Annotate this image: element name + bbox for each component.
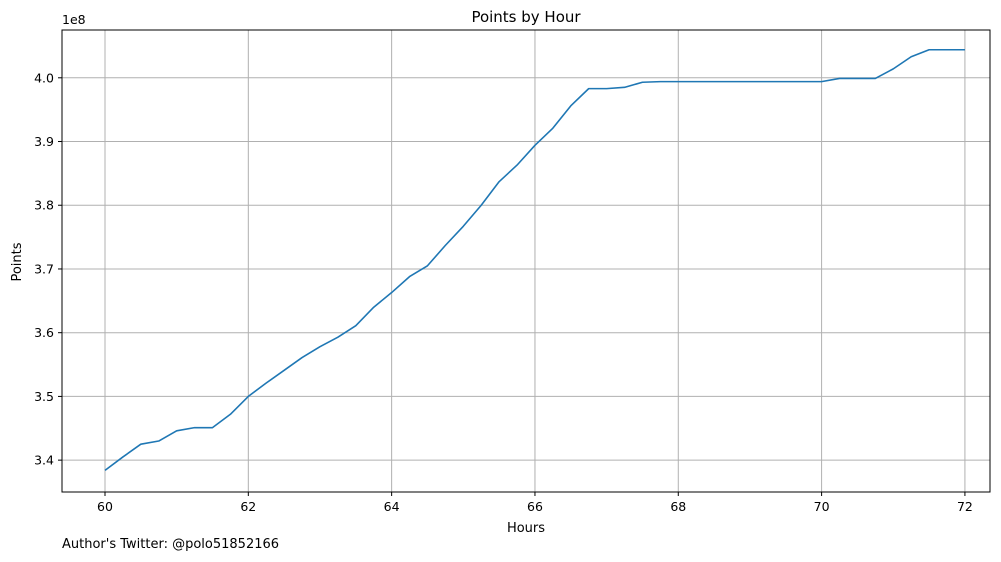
- x-tick-label: 70: [814, 499, 830, 514]
- series-layer: [104, 48, 965, 471]
- x-tick-label: 66: [527, 499, 543, 514]
- x-tick-label: 60: [97, 499, 113, 514]
- y-tick-label: 3.6: [34, 325, 54, 340]
- plot-frame: [61, 29, 991, 493]
- author-footer: Author's Twitter: @polo51852166: [62, 537, 280, 552]
- chart-title: Points by Hour: [471, 8, 581, 26]
- x-axis-ticks: 60 62 64 66 68 70 72: [97, 492, 973, 514]
- y-tick-label: 3.7: [34, 261, 54, 276]
- x-tick-label: 62: [240, 499, 256, 514]
- y-axis-ticks: 3.4 3.5 3.6 3.7 3.8 3.9 4.0: [34, 70, 62, 468]
- y-tick-label: 3.4: [34, 453, 54, 468]
- y-tick-label: 3.5: [34, 389, 54, 404]
- y-tick-label: 4.0: [34, 70, 54, 85]
- y-offset-label: 1e8: [62, 12, 86, 27]
- y-tick-label: 3.9: [34, 134, 54, 149]
- x-tick-label: 72: [957, 499, 973, 514]
- x-tick-label: 68: [670, 499, 686, 514]
- x-tick-label: 64: [384, 499, 400, 514]
- y-tick-label: 3.8: [34, 198, 54, 213]
- grid-lines: [62, 30, 990, 492]
- y-axis-label: Points: [10, 242, 25, 281]
- x-axis-label: Hours: [507, 521, 545, 536]
- series-line: [104, 48, 965, 471]
